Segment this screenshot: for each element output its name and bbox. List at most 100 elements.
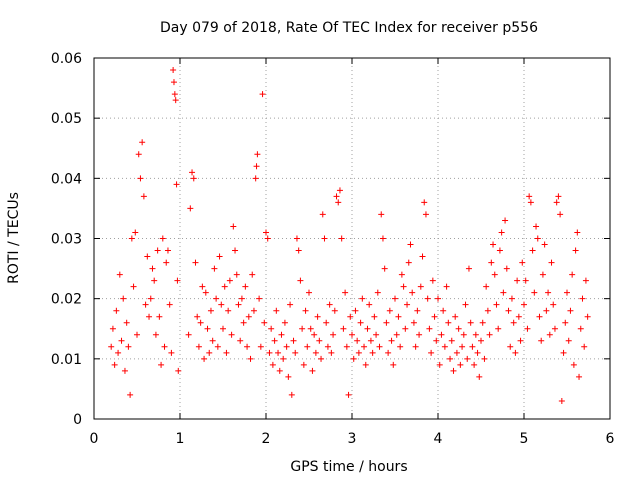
- x-tick-label: 6: [606, 431, 615, 447]
- data-point: [452, 313, 459, 320]
- data-point: [213, 295, 220, 302]
- data-point: [211, 265, 218, 272]
- data-point: [584, 313, 591, 320]
- data-point: [170, 79, 177, 86]
- data-point: [488, 259, 495, 266]
- data-point: [250, 307, 257, 314]
- data-point: [531, 289, 538, 296]
- data-point: [472, 331, 479, 338]
- data-point: [261, 319, 268, 326]
- data-point: [548, 259, 555, 266]
- data-point: [130, 283, 137, 290]
- data-point: [238, 295, 245, 302]
- data-point: [147, 295, 154, 302]
- data-point: [521, 301, 527, 308]
- data-point: [405, 259, 412, 266]
- data-point: [297, 277, 304, 284]
- data-point: [108, 343, 115, 350]
- data-point: [576, 373, 583, 380]
- data-point: [462, 301, 469, 308]
- data-point: [385, 349, 392, 356]
- data-point: [290, 337, 297, 344]
- data-point: [223, 349, 230, 356]
- data-point: [342, 289, 349, 296]
- data-point: [123, 319, 130, 326]
- axis-ticks: 0 1 2 3 4 5 6 0 0.01 0.02 0.03 0.04 0.05 0.06: [51, 51, 615, 447]
- data-point: [392, 295, 398, 302]
- data-point: [209, 337, 216, 344]
- data-point: [562, 319, 569, 326]
- data-point: [111, 361, 118, 368]
- data-point: [533, 223, 540, 230]
- grid-lines: [94, 58, 610, 419]
- data-point: [541, 241, 548, 248]
- data-point: [397, 343, 404, 350]
- data-point: [381, 265, 388, 272]
- data-point: [266, 349, 273, 356]
- data-point: [426, 325, 433, 332]
- data-point: [300, 361, 307, 368]
- data-point: [379, 235, 386, 242]
- data-point: [558, 397, 565, 404]
- data-point: [264, 235, 271, 242]
- data-point: [514, 277, 521, 284]
- data-point: [275, 349, 282, 356]
- data-point: [350, 355, 357, 362]
- data-point: [428, 349, 435, 356]
- data-point: [293, 235, 300, 242]
- data-point: [546, 331, 553, 338]
- data-point: [158, 361, 165, 368]
- data-point: [127, 391, 134, 398]
- data-point: [319, 211, 326, 218]
- data-point: [522, 277, 529, 284]
- data-point: [173, 181, 180, 188]
- data-point: [510, 319, 517, 326]
- data-point: [416, 331, 423, 338]
- data-point: [443, 283, 450, 290]
- data-point: [280, 355, 287, 362]
- data-point: [364, 325, 371, 332]
- data-point: [137, 175, 144, 182]
- data-point: [237, 337, 244, 344]
- data-point: [515, 313, 522, 320]
- data-point: [253, 163, 260, 170]
- data-point: [369, 349, 376, 356]
- data-point: [172, 97, 179, 104]
- data-point: [536, 313, 543, 320]
- data-point: [517, 337, 524, 344]
- data-point: [570, 361, 577, 368]
- data-point: [206, 349, 213, 356]
- data-point: [361, 343, 368, 350]
- data-point: [417, 283, 424, 290]
- data-point: [490, 241, 497, 248]
- data-point: [201, 355, 208, 362]
- data-point: [371, 313, 378, 320]
- data-point: [386, 307, 393, 314]
- data-point: [220, 325, 226, 332]
- data-point: [354, 337, 361, 344]
- data-point: [271, 337, 278, 344]
- data-point: [555, 193, 562, 200]
- data-point: [285, 373, 292, 380]
- data-point: [438, 331, 445, 338]
- data-point: [474, 349, 481, 356]
- data-point: [502, 217, 509, 224]
- data-point: [116, 271, 123, 278]
- data-point: [435, 295, 441, 302]
- data-point: [347, 313, 354, 320]
- data-point: [139, 139, 146, 146]
- y-tick-label: 0.06: [51, 51, 82, 67]
- data-point: [335, 199, 342, 206]
- data-point: [318, 355, 325, 362]
- x-tick-label: 1: [176, 431, 185, 447]
- data-point: [414, 307, 421, 314]
- data-point: [132, 229, 139, 236]
- data-point: [304, 343, 311, 350]
- data-point: [526, 193, 533, 200]
- data-point: [221, 283, 228, 290]
- data-point: [465, 265, 472, 272]
- data-point: [450, 367, 457, 374]
- data-point: [115, 349, 122, 356]
- data-point: [113, 307, 120, 314]
- x-tick-label: 4: [434, 431, 443, 447]
